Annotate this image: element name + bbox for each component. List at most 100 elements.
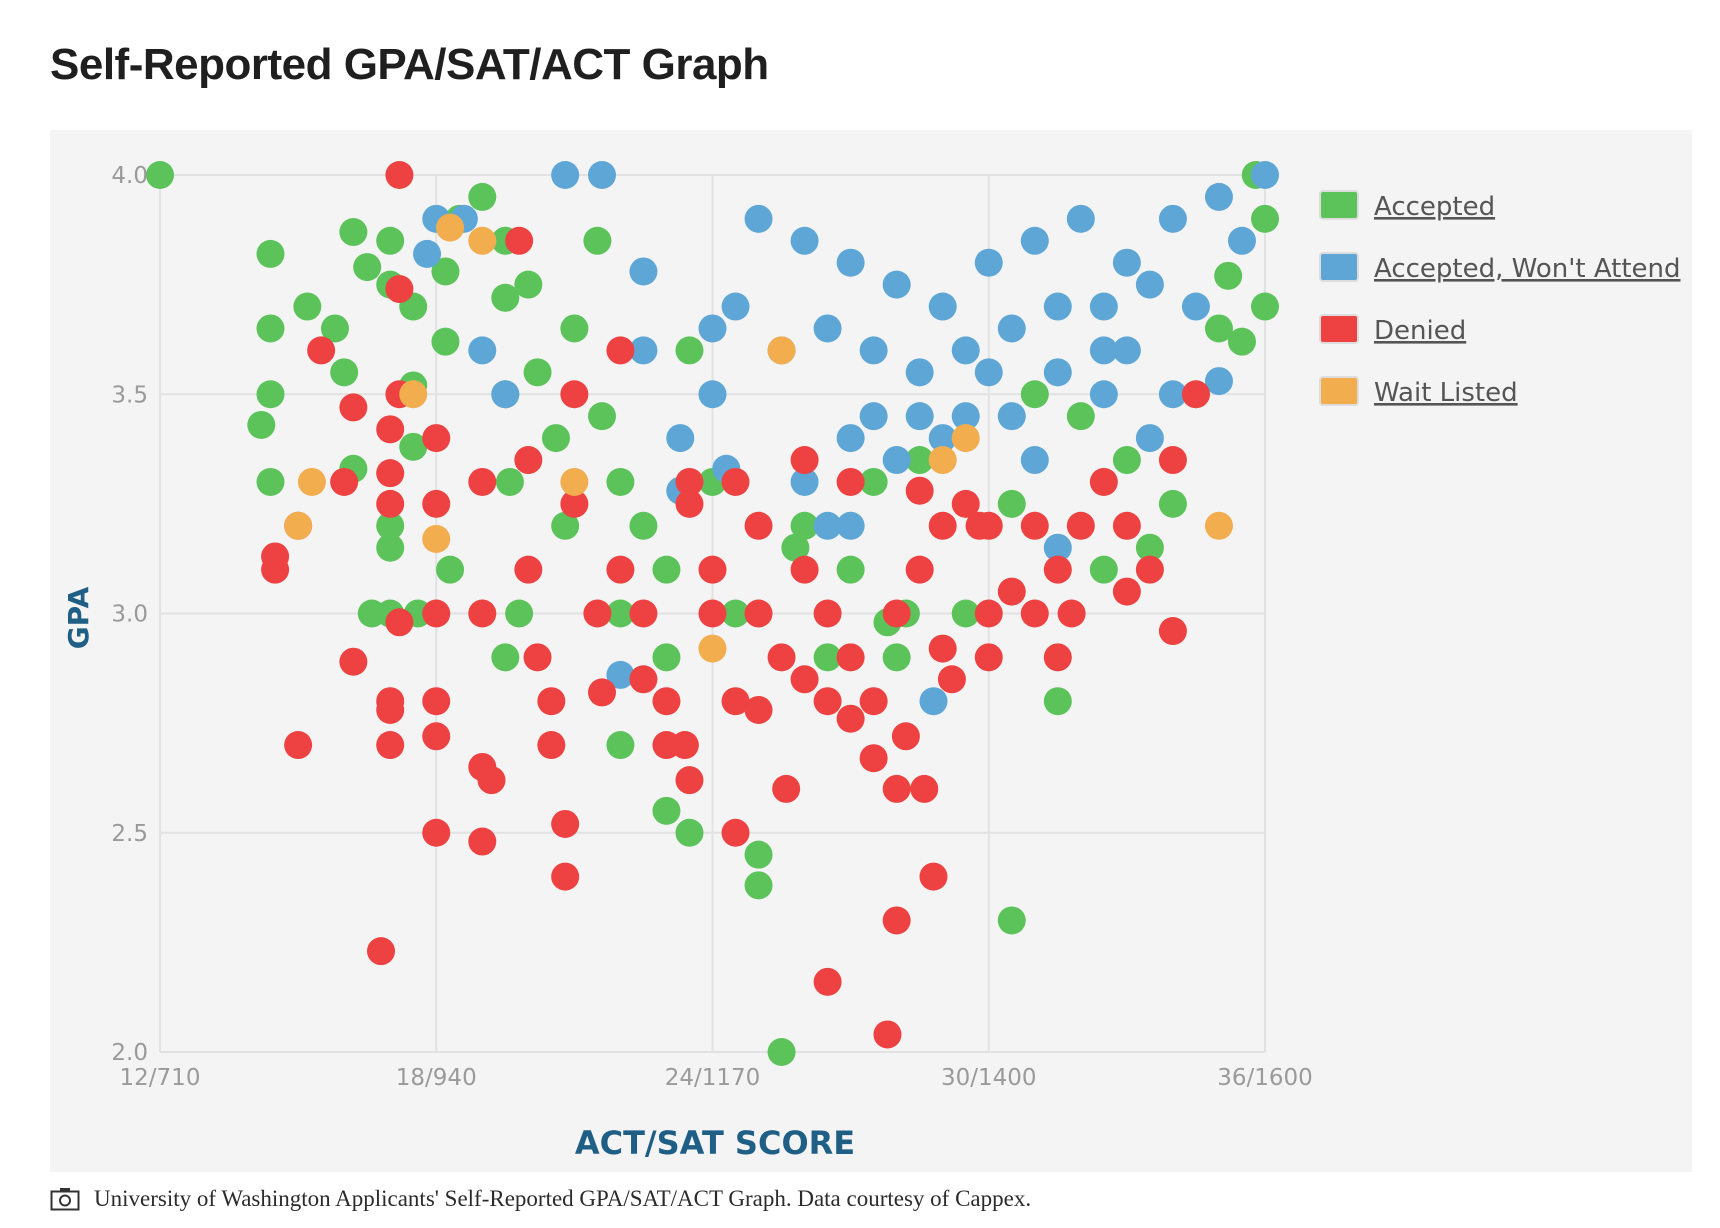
caption-text: University of Washington Applicants' Sel… (94, 1186, 1032, 1211)
point-accepted-won-t-attend (859, 336, 888, 365)
point-denied (721, 467, 750, 496)
point-accepted-won-t-attend (1089, 336, 1118, 365)
point-accepted-won-t-attend (1158, 380, 1187, 409)
point-denied (1181, 380, 1210, 409)
point-denied (721, 687, 750, 716)
point-wait-listed (284, 511, 313, 540)
point-accepted (606, 731, 635, 760)
point-denied (772, 774, 801, 803)
point-accepted (1251, 292, 1279, 321)
x-tick-label: 36/1600 (1217, 1065, 1313, 1091)
point-accepted-won-t-attend (1112, 248, 1141, 277)
point-accepted (247, 410, 276, 439)
point-denied (652, 687, 681, 716)
point-accepted (997, 906, 1026, 935)
point-denied (261, 542, 290, 571)
point-wait-listed (399, 380, 428, 409)
point-denied (606, 555, 635, 584)
point-wait-listed (928, 446, 957, 475)
legend-entry[interactable]: Wait Listed (1374, 378, 1518, 408)
point-denied (790, 665, 819, 694)
legend-entry[interactable]: Accepted (1374, 192, 1495, 222)
point-denied (1089, 467, 1118, 496)
point-denied (1020, 511, 1049, 540)
point-accepted (431, 327, 460, 356)
point-denied (1043, 643, 1072, 672)
point-denied (836, 643, 865, 672)
point-accepted (836, 555, 865, 584)
point-accepted (1227, 327, 1256, 356)
page-title: Self-Reported GPA/SAT/ACT Graph (50, 40, 769, 89)
legend-entry[interactable]: Accepted, Won't Attend (1374, 254, 1681, 284)
point-accepted (882, 643, 911, 672)
point-accepted (1112, 446, 1141, 475)
point-accepted (652, 796, 681, 825)
point-accepted (514, 270, 543, 299)
point-accepted-won-t-attend (606, 660, 635, 689)
point-accepted (997, 489, 1026, 518)
point-accepted-won-t-attend (629, 257, 658, 286)
point-accepted-won-t-attend (813, 511, 842, 540)
point-accepted (468, 182, 497, 211)
x-tick-label: 12/710 (120, 1065, 201, 1091)
point-denied (873, 1020, 902, 1049)
y-tick-label: 3.0 (111, 602, 148, 628)
point-accepted (436, 555, 465, 584)
point-accepted (376, 511, 405, 540)
point-denied (606, 336, 635, 365)
legend-entry[interactable]: Denied (1374, 316, 1466, 346)
point-denied (698, 599, 727, 628)
point-denied (882, 599, 911, 628)
x-tick-label: 24/1170 (665, 1065, 761, 1091)
point-denied (367, 937, 395, 966)
point-denied (744, 511, 773, 540)
point-accepted (629, 511, 658, 540)
point-denied (422, 424, 451, 453)
point-accepted (588, 402, 616, 431)
point-accepted-won-t-attend (790, 467, 819, 496)
point-denied (376, 489, 405, 518)
point-denied (882, 906, 911, 935)
point-denied (698, 555, 727, 584)
point-denied (882, 774, 911, 803)
point-accepted-won-t-attend (813, 314, 842, 343)
point-denied (385, 275, 414, 304)
point-wait-listed (422, 524, 451, 553)
point-accepted (491, 283, 520, 312)
y-tick-label: 4.0 (111, 163, 148, 189)
point-accepted (256, 467, 285, 496)
point-accepted (293, 292, 322, 321)
y-tick-label: 3.5 (111, 382, 148, 408)
point-denied (744, 695, 773, 724)
point-denied (1112, 511, 1141, 540)
point-denied (514, 555, 543, 584)
point-accepted-won-t-attend (997, 402, 1026, 431)
legend-swatch (1319, 376, 1359, 406)
point-accepted (1089, 555, 1118, 584)
point-wait-listed (468, 226, 497, 255)
y-tick-label: 2.5 (111, 821, 148, 847)
point-accepted-won-t-attend (974, 358, 1003, 387)
point-denied (928, 511, 957, 540)
point-denied (514, 446, 543, 475)
point-accepted-won-t-attend (905, 402, 934, 431)
point-denied (339, 647, 368, 676)
point-accepted (813, 643, 842, 672)
point-denied (422, 599, 451, 628)
point-denied (974, 599, 1003, 628)
point-denied (551, 809, 580, 838)
data-points (146, 161, 1279, 1066)
point-denied (965, 511, 994, 540)
point-denied (1020, 599, 1049, 628)
point-wait-listed (767, 336, 796, 365)
point-accepted-won-t-attend (588, 161, 616, 189)
point-accepted (1251, 204, 1279, 233)
point-accepted (721, 599, 750, 628)
point-accepted (491, 643, 520, 672)
point-accepted (905, 446, 934, 475)
point-denied (928, 634, 957, 663)
point-accepted (652, 555, 681, 584)
point-accepted (376, 226, 405, 255)
point-accepted-won-t-attend (551, 161, 580, 189)
point-accepted (606, 599, 635, 628)
